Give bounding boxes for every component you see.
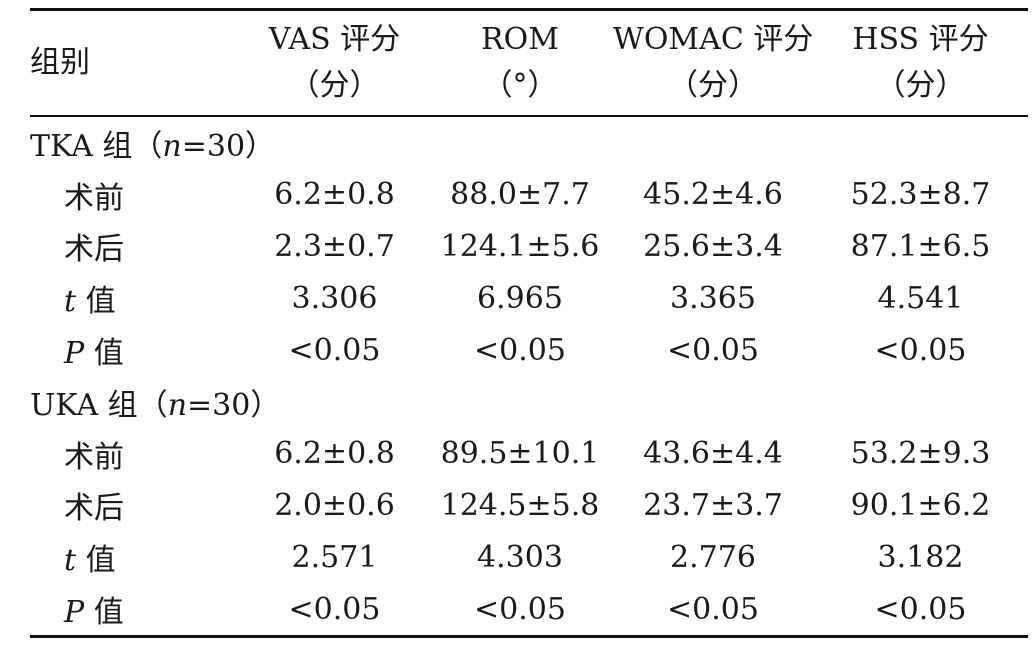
table-row: t 值 3.306 6.965 3.365 4.541 (30, 272, 1028, 324)
table-cell: 2.571 (291, 539, 378, 575)
group-label-prefix: TKA 组（ (30, 128, 163, 164)
table-cell: 124.1±5.6 (440, 228, 600, 264)
table-cell: <0.05 (874, 591, 967, 627)
header-hss-score: HSS 评分 （分） (813, 10, 1028, 117)
table-cell: 4.303 (477, 539, 563, 575)
group-row-uka: UKA 组（n=30） (30, 376, 1028, 428)
group-row-tka: TKA 组（n=30） (30, 116, 1028, 169)
table-cell: 53.2±9.3 (850, 436, 991, 472)
row-label: 术后 (64, 491, 124, 527)
table-row: 术前 6.2±0.8 88.0±7.7 45.2±4.6 52.3±8.7 (30, 169, 1028, 221)
data-table-container: 组别 VAS 评分 （分） ROM （°） WOMAC 评分 （分） HSS 评… (30, 8, 1028, 638)
table-cell: 124.5±5.8 (440, 487, 600, 523)
table-row: 术后 2.0±0.6 124.5±5.8 23.7±3.7 90.1±6.2 (30, 480, 1028, 532)
table-row: 术后 2.3±0.7 124.1±5.6 25.6±3.4 87.1±6.5 (30, 221, 1028, 273)
table-cell: <0.05 (288, 591, 381, 627)
header-womac-score-title: WOMAC 评分 (613, 22, 814, 57)
header-group-label: 组别 (30, 45, 90, 80)
header-vas-score-unit: （分） (289, 68, 380, 103)
row-label: P 值 (64, 336, 124, 372)
group-label-prefix: UKA 组（ (30, 387, 168, 423)
group-label-n: n (162, 128, 182, 164)
table-cell: 6.965 (477, 280, 563, 316)
table-cell: 3.365 (670, 280, 756, 316)
table-cell: 2.0±0.6 (274, 487, 395, 523)
table-cell: 52.3±8.7 (850, 177, 991, 213)
table-cell: 87.1±6.5 (850, 228, 991, 264)
table-cell: 43.6±4.4 (643, 436, 783, 472)
table-cell: <0.05 (667, 332, 759, 368)
table-body: TKA 组（n=30） 术前 6.2±0.8 88.0±7.7 45.2±4.6… (30, 116, 1028, 637)
table-cell: 89.5±10.1 (440, 436, 600, 472)
header-vas-score: VAS 评分 （分） (242, 10, 427, 117)
table-row: t 值 2.571 4.303 2.776 3.182 (30, 531, 1028, 583)
header-vas-score-title: VAS 评分 (268, 22, 401, 57)
row-label: 术前 (64, 180, 124, 216)
table-row: 术前 6.2±0.8 89.5±10.1 43.6±4.4 53.2±9.3 (30, 428, 1028, 480)
group-label-n: n (167, 387, 188, 423)
table-cell: <0.05 (474, 591, 566, 627)
table-cell: 90.1±6.2 (850, 487, 991, 523)
table-row: P 值 <0.05 <0.05 <0.05 <0.05 (30, 324, 1028, 376)
table-cell: <0.05 (874, 332, 967, 368)
table-cell: <0.05 (288, 332, 381, 368)
group-label-tka: TKA 组（n=30） (30, 116, 1028, 169)
group-label-suffix: =30） (181, 128, 276, 164)
table-cell: 4.541 (877, 280, 964, 316)
table-row: P 值 <0.05 <0.05 <0.05 <0.05 (30, 583, 1028, 637)
row-label: t 值 (64, 543, 116, 579)
header-hss-score-unit: （分） (875, 68, 966, 103)
table-cell: <0.05 (667, 591, 759, 627)
table-cell: 45.2±4.6 (643, 177, 783, 213)
header-row: 组别 VAS 评分 （分） ROM （°） WOMAC 评分 （分） HSS 评… (30, 9, 1028, 117)
header-womac-score: WOMAC 评分 （分） (613, 10, 813, 117)
table-cell: 3.306 (291, 280, 378, 316)
table-cell: 3.182 (877, 539, 964, 575)
group-label-suffix: =30） (187, 387, 281, 423)
clinical-outcomes-table: 组别 VAS 评分 （分） ROM （°） WOMAC 评分 （分） HSS 评… (30, 8, 1028, 638)
row-label: t 值 (64, 284, 116, 320)
row-label: 术后 (64, 232, 124, 268)
table-cell: 6.2±0.8 (274, 177, 395, 213)
row-label: P 值 (64, 595, 124, 631)
header-rom: ROM （°） (427, 10, 613, 117)
table-header: 组别 VAS 评分 （分） ROM （°） WOMAC 评分 （分） HSS 评… (30, 9, 1028, 117)
table-cell: 23.7±3.7 (643, 487, 783, 523)
table-cell: 2.776 (670, 539, 756, 575)
header-rom-unit: （°） (482, 68, 558, 103)
header-hss-score-title: HSS 评分 (852, 22, 989, 57)
table-cell: 2.3±0.7 (274, 228, 395, 264)
table-cell: 88.0±7.7 (450, 177, 590, 213)
header-rom-title: ROM (481, 22, 559, 57)
row-label: 术前 (64, 439, 124, 475)
header-womac-score-unit: （分） (668, 68, 758, 103)
group-label-uka: UKA 组（n=30） (30, 376, 1028, 428)
table-cell: 6.2±0.8 (274, 436, 395, 472)
table-cell: 25.6±3.4 (643, 228, 783, 264)
table-cell: <0.05 (474, 332, 566, 368)
